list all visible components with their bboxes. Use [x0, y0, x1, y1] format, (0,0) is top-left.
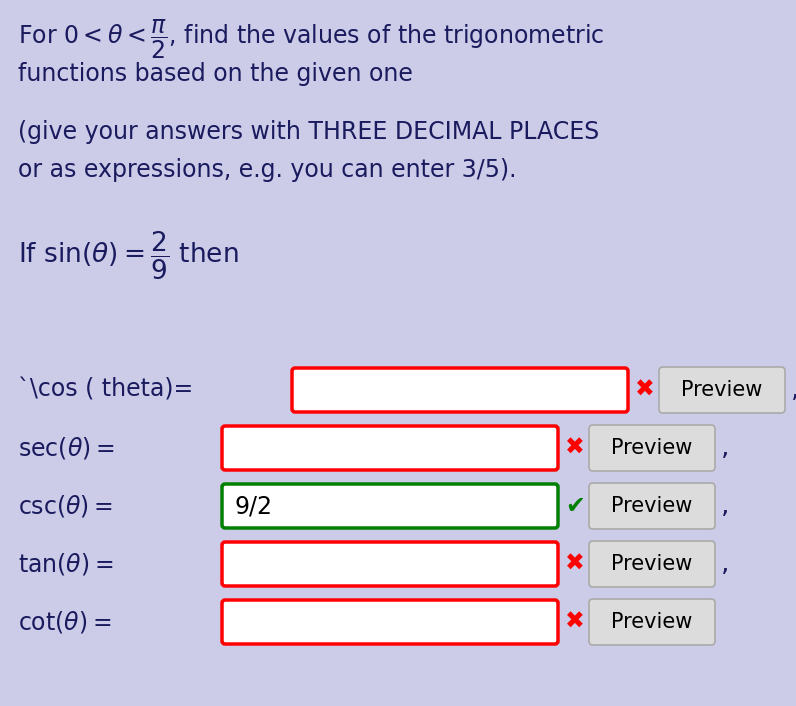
- Text: ✔: ✔: [565, 494, 585, 518]
- Text: ✖: ✖: [565, 610, 585, 634]
- Text: (give your answers with THREE DECIMAL PLACES: (give your answers with THREE DECIMAL PL…: [18, 120, 599, 144]
- Text: ✖: ✖: [565, 436, 585, 460]
- FancyBboxPatch shape: [222, 600, 558, 644]
- Text: or as expressions, e.g. you can enter 3/5).: or as expressions, e.g. you can enter 3/…: [18, 158, 517, 182]
- FancyBboxPatch shape: [222, 484, 558, 528]
- Text: $\tan(\theta) =$: $\tan(\theta) =$: [18, 551, 114, 577]
- Text: ,: ,: [721, 493, 729, 519]
- Text: ,: ,: [721, 435, 729, 461]
- Text: Preview: Preview: [681, 380, 763, 400]
- Text: For $0 < \theta < \dfrac{\pi}{2}$, find the values of the trigonometric: For $0 < \theta < \dfrac{\pi}{2}$, find …: [18, 18, 604, 61]
- Text: ✖: ✖: [635, 378, 655, 402]
- FancyBboxPatch shape: [589, 599, 715, 645]
- Text: Preview: Preview: [611, 496, 693, 516]
- FancyBboxPatch shape: [222, 426, 558, 470]
- Text: If $\sin(\theta) = \dfrac{2}{9}$ then: If $\sin(\theta) = \dfrac{2}{9}$ then: [18, 230, 239, 282]
- Text: $\csc(\theta) =$: $\csc(\theta) =$: [18, 493, 113, 519]
- Text: Preview: Preview: [611, 612, 693, 632]
- Text: $\cot(\theta) =$: $\cot(\theta) =$: [18, 609, 111, 635]
- FancyBboxPatch shape: [589, 425, 715, 471]
- FancyBboxPatch shape: [222, 542, 558, 586]
- FancyBboxPatch shape: [589, 541, 715, 587]
- Text: ,: ,: [791, 377, 796, 403]
- Text: `\cos ( theta)=: `\cos ( theta)=: [18, 378, 193, 402]
- FancyBboxPatch shape: [659, 367, 785, 413]
- Text: ,: ,: [721, 551, 729, 577]
- Text: functions based on the given one: functions based on the given one: [18, 62, 413, 86]
- Text: 9/2: 9/2: [235, 494, 273, 518]
- Text: Preview: Preview: [611, 438, 693, 458]
- FancyBboxPatch shape: [292, 368, 628, 412]
- Text: ✖: ✖: [565, 552, 585, 576]
- Text: Preview: Preview: [611, 554, 693, 574]
- Text: $\sec(\theta) =$: $\sec(\theta) =$: [18, 435, 115, 461]
- FancyBboxPatch shape: [589, 483, 715, 529]
